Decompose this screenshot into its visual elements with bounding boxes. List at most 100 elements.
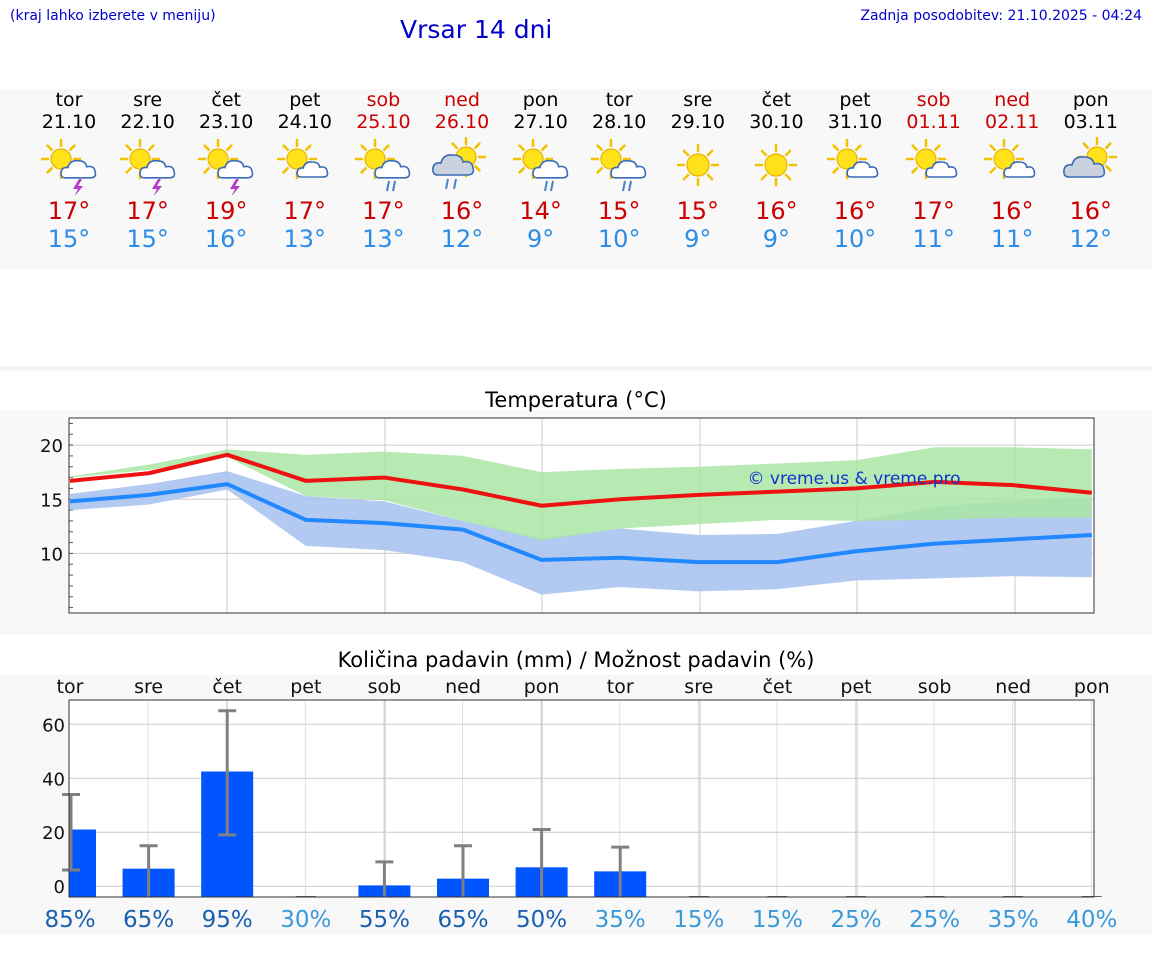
day-name: čet xyxy=(211,89,241,111)
sun-cloud-rain-icon xyxy=(512,138,568,192)
precipitation-probability: 25% xyxy=(909,907,960,933)
sun-small-cloud-icon xyxy=(276,138,329,180)
day-name: sob xyxy=(366,89,401,111)
day-axis-label: tor xyxy=(607,676,634,698)
temperature-chart-title: Temperatura (°C) xyxy=(485,388,667,412)
day-axis-label: čet xyxy=(763,676,793,698)
day-column: čet 23.10 19° 16° xyxy=(186,89,266,253)
day-column: tor 21.10 17° 15° xyxy=(29,89,109,253)
day-name: tor xyxy=(55,89,83,111)
sun-small-cloud-icon xyxy=(905,138,957,180)
max-temperature: 17° xyxy=(126,197,169,225)
precipitation-probability: 85% xyxy=(44,907,95,933)
precipitation-probability: 40% xyxy=(1066,907,1117,933)
max-temperature: 19° xyxy=(204,197,248,225)
day-date: 31.10 xyxy=(827,111,883,133)
min-temperature: 11° xyxy=(990,225,1034,253)
plot-frame xyxy=(68,417,1095,614)
day-column: sre 22.10 17° 15° xyxy=(108,89,188,253)
max-temperature: 16° xyxy=(833,197,877,225)
day-date: 23.10 xyxy=(198,111,254,133)
day-name: pet xyxy=(839,89,871,111)
y-tick-label: 0 xyxy=(54,877,65,898)
day-column: ned 02.11 16° 11° xyxy=(972,89,1052,253)
day-name: sre xyxy=(133,89,163,111)
location-hint-link[interactable]: (kraj lahko izberete v meniju) xyxy=(10,8,216,24)
plot-frame xyxy=(68,699,1095,898)
precipitation-probability: 25% xyxy=(830,907,881,933)
day-date: 02.11 xyxy=(984,111,1040,133)
precipitation-probability: 55% xyxy=(359,907,410,933)
max-temperature: 15° xyxy=(597,197,641,225)
y-tick-label: 60 xyxy=(42,715,65,736)
day-date: 30.10 xyxy=(749,111,804,133)
min-temperature: 13° xyxy=(362,225,405,253)
min-temperature-line xyxy=(69,482,1092,565)
min-temperature: 13° xyxy=(283,225,327,253)
day-column: sob 01.11 17° 11° xyxy=(894,89,974,253)
max-temperature-line xyxy=(69,452,1092,508)
max-temperature: 16° xyxy=(440,197,484,225)
day-column: tor 28.10 15° 10° xyxy=(579,89,659,253)
day-axis-label: sre xyxy=(134,676,163,698)
max-temperature: 15° xyxy=(676,197,720,225)
min-temperature: 16° xyxy=(204,225,248,253)
day-name: pet xyxy=(289,89,321,111)
y-tick-label: 10 xyxy=(40,544,63,565)
min-temperature: 12° xyxy=(1069,225,1113,253)
sun-small-cloud-icon xyxy=(983,138,1036,180)
day-column: sre 29.10 15° 9° xyxy=(658,89,738,253)
precipitation-probability: 65% xyxy=(437,907,488,933)
day-axis-label: pet xyxy=(840,676,871,698)
max-temperature: 17° xyxy=(912,197,955,225)
sun-cloud-rain-icon xyxy=(590,138,647,192)
daily-forecast-panel: tor 21.10 17° 15° sre 22.10 17° 15° čet 23.10 19° 1… xyxy=(0,89,1152,269)
precipitation-probability: 50% xyxy=(516,907,567,933)
day-axis-label: sob xyxy=(368,676,402,698)
day-column: čet 30.10 16° 9° xyxy=(736,89,816,253)
y-tick-label: 20 xyxy=(42,823,65,844)
min-temperature: 10° xyxy=(833,225,877,253)
day-name: tor xyxy=(605,89,633,111)
max-temperature: 16° xyxy=(990,197,1034,225)
day-date: 28.10 xyxy=(591,111,647,133)
section-divider xyxy=(0,366,1152,371)
max-temperature: 17° xyxy=(362,197,405,225)
day-name: ned xyxy=(994,89,1031,111)
day-axis-label: ned xyxy=(445,676,481,698)
day-name: pon xyxy=(522,89,559,111)
watermark-text: © vreme.us & vreme.pro xyxy=(747,469,960,489)
day-date: 24.10 xyxy=(277,111,332,133)
day-axis-label: sre xyxy=(684,676,713,698)
day-date: 29.10 xyxy=(670,111,725,133)
last-updated-text: Zadnja posodobitev: 21.10.2025 - 04:24 xyxy=(860,8,1142,24)
min-temperature-band xyxy=(70,471,1092,595)
day-name: sob xyxy=(916,89,951,111)
min-temperature: 9° xyxy=(762,225,791,253)
max-temperature: 17° xyxy=(47,197,91,225)
precipitation-chart-title: Količina padavin (mm) / Možnost padavin … xyxy=(337,648,815,672)
precipitation-probability: 95% xyxy=(202,907,253,933)
day-date: 27.10 xyxy=(513,111,568,133)
day-date: 22.10 xyxy=(120,111,175,133)
sun-cloud-rain-icon xyxy=(355,138,411,192)
day-column: pet 24.10 17° 13° xyxy=(265,89,345,253)
day-axis-label: ned xyxy=(995,676,1031,698)
cloud-sun-rain-icon xyxy=(432,137,487,190)
min-temperature: 9° xyxy=(526,225,555,253)
min-temperature: 9° xyxy=(684,225,712,253)
precipitation-probability: 30% xyxy=(280,907,331,933)
day-name: sre xyxy=(683,89,713,111)
sun-icon xyxy=(755,143,798,187)
min-temperature: 15° xyxy=(47,225,91,253)
day-name: ned xyxy=(444,89,480,111)
precipitation-probability: 35% xyxy=(988,907,1039,933)
y-tick-label: 40 xyxy=(42,769,65,790)
day-name: pon xyxy=(1072,89,1109,111)
y-tick-label: 15 xyxy=(40,490,63,511)
min-temperature: 12° xyxy=(440,225,484,253)
max-temperature: 16° xyxy=(1069,197,1113,225)
day-axis-label: tor xyxy=(57,676,84,698)
